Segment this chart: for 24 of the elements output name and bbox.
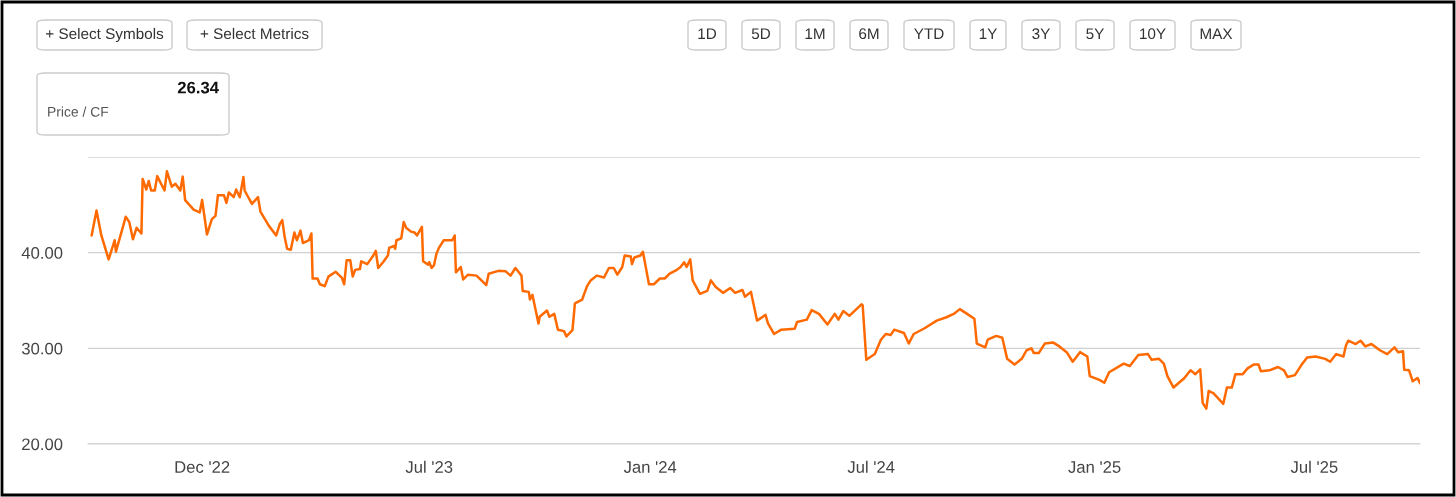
- x-tick-label: Jul '24: [847, 460, 895, 473]
- text: 1M: [805, 28, 825, 39]
- text: 26.34: [177, 81, 219, 94]
- text: + Select Symbols: [46, 27, 164, 43]
- text: 1Y: [979, 28, 998, 39]
- text: MAX: [1200, 28, 1233, 39]
- x-tick-label: Jan '24: [623, 461, 677, 473]
- text: 5D: [751, 28, 771, 40]
- text: Price / CF: [48, 106, 109, 117]
- y-tick-label: 20.00: [22, 438, 63, 451]
- text: 5Y: [1086, 28, 1105, 40]
- text: + Select Metrics: [200, 27, 309, 40]
- text: 10Y: [1140, 28, 1166, 40]
- text: YTD: [914, 28, 944, 39]
- text: 6M: [859, 28, 879, 40]
- text: 1D: [698, 28, 717, 39]
- text: 3Y: [1032, 28, 1051, 40]
- x-tick-label: Jul '23: [405, 460, 453, 473]
- y-tick-label: 30.00: [21, 342, 63, 355]
- x-tick-label: Jul '25: [1290, 460, 1338, 473]
- x-tick-label: Dec '22: [175, 461, 230, 473]
- y-tick-label: 40.00: [21, 247, 63, 259]
- line-series: [90, 170, 1420, 410]
- x-tick-label: Jan '25: [1068, 461, 1121, 473]
